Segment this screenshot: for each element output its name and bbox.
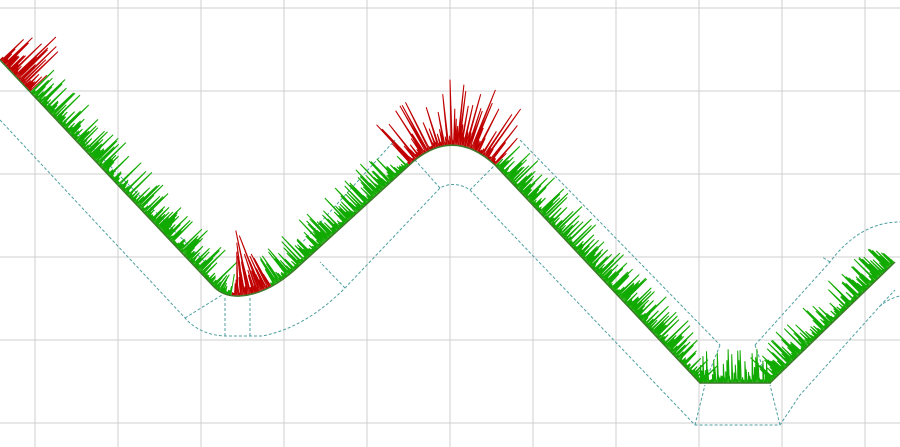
centerline <box>0 59 896 384</box>
spike-band <box>259 155 410 287</box>
spike-band <box>495 145 895 385</box>
spike-band <box>231 230 272 297</box>
spike-band <box>376 79 522 166</box>
corridor-outline <box>0 94 900 426</box>
spike-band <box>30 69 238 296</box>
spike-band <box>0 36 59 92</box>
section-line <box>184 159 896 426</box>
offset-line <box>0 119 900 426</box>
profile-spikes <box>0 36 895 385</box>
